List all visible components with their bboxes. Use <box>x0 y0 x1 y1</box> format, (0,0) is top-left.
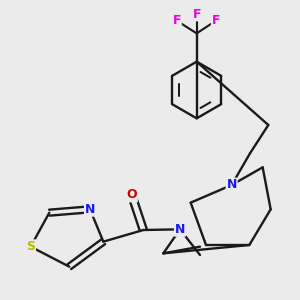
Text: N: N <box>85 203 95 216</box>
Text: O: O <box>126 188 137 202</box>
Text: F: F <box>192 8 201 20</box>
Text: F: F <box>172 14 181 27</box>
Text: F: F <box>212 14 220 27</box>
Text: N: N <box>226 178 237 191</box>
Text: S: S <box>26 240 35 253</box>
Text: N: N <box>175 223 185 236</box>
